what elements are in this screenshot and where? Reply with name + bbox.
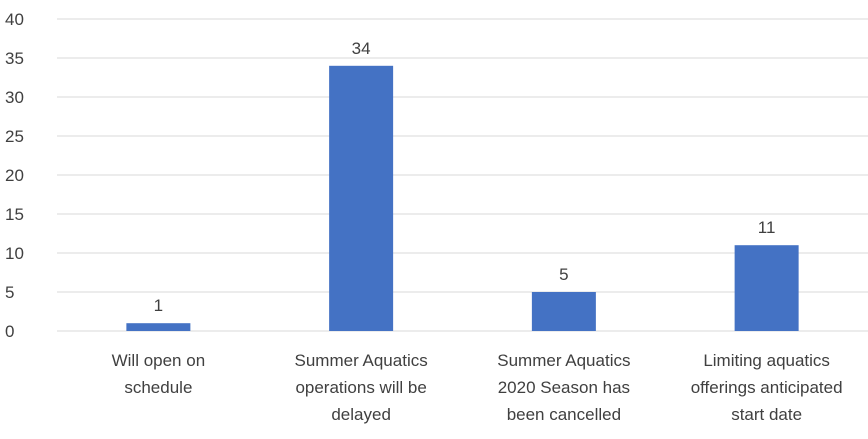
y-tick-label: 20 (5, 166, 24, 185)
y-tick-label: 15 (5, 205, 24, 224)
x-axis-categories: Will open on schedule Summer Aquatics opera… (112, 351, 843, 424)
x-category-label: Summer Aquatics operations will be delayed (295, 351, 428, 424)
x-category-label: Summer Aquatics 2020 Season has been cance… (497, 351, 630, 424)
x-category-line: schedule (124, 378, 192, 397)
x-category-line: Will open on (112, 351, 206, 370)
x-category-line: Limiting aquatics (703, 351, 830, 370)
x-category-label: Will open on schedule (112, 351, 206, 397)
y-tick-label: 0 (5, 322, 14, 341)
gridlines (57, 18, 868, 332)
y-tick-label: 25 (5, 127, 24, 146)
x-category-line: operations will be (295, 378, 426, 397)
data-label: 1 (154, 296, 163, 315)
bar (531, 292, 596, 331)
y-tick-label: 5 (5, 283, 14, 302)
x-category-line: Summer Aquatics (295, 351, 428, 370)
y-tick-label: 10 (5, 244, 24, 263)
x-category-line: start date (731, 405, 802, 424)
data-labels: 1 34 5 11 (154, 39, 776, 315)
bar (329, 65, 394, 332)
data-label: 11 (758, 218, 776, 237)
bar (126, 323, 191, 331)
x-category-line: delayed (331, 405, 391, 424)
y-tick-label: 30 (5, 88, 24, 107)
x-category-line: 2020 Season has (498, 378, 630, 397)
data-label: 34 (352, 39, 371, 58)
bar (734, 245, 799, 331)
y-axis-ticks: 0 5 10 15 20 25 30 35 40 (5, 10, 24, 341)
y-tick-label: 35 (5, 49, 24, 68)
data-label: 5 (559, 265, 568, 284)
y-tick-label: 40 (5, 10, 24, 29)
bars (126, 65, 799, 332)
x-category-line: offerings anticipated (691, 378, 843, 397)
x-category-label: Limiting aquatics offerings anticipated st… (691, 351, 843, 424)
x-category-line: been cancelled (507, 405, 621, 424)
x-category-line: Summer Aquatics (497, 351, 630, 370)
